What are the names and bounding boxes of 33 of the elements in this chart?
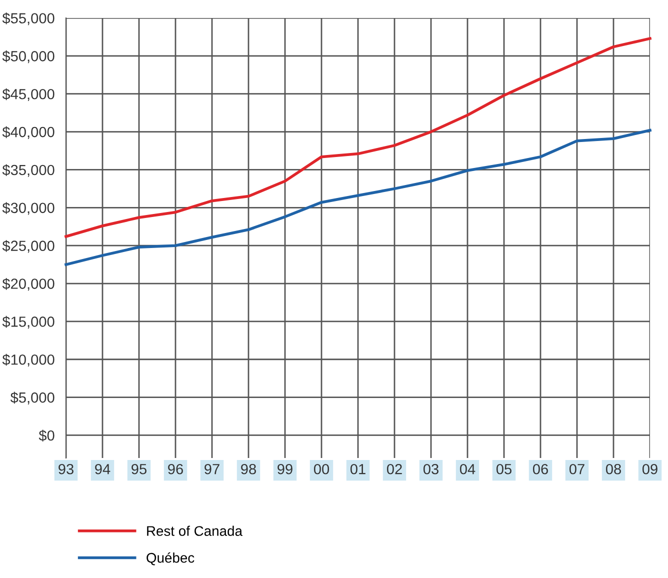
- y-tick-label: $35,000: [2, 164, 54, 177]
- line-series: [64, 128, 652, 266]
- x-tick-label: 96: [168, 464, 183, 474]
- y-tick-label: $0: [38, 430, 54, 442]
- x-tick-label: 95: [132, 464, 146, 474]
- y-tick-label: $15,000: [2, 316, 54, 329]
- y-tick-label: $20,000: [2, 278, 54, 291]
- x-tick-label: 94: [95, 464, 110, 474]
- y-tick-label: $10,000: [2, 354, 54, 367]
- y-tick-label: $5,000: [10, 392, 54, 404]
- x-tick-label: 01: [350, 464, 366, 474]
- y-tick-label: $50,000: [2, 50, 54, 64]
- y-tick-label: $55,000: [2, 12, 54, 26]
- x-tick-label: 98: [241, 464, 256, 474]
- y-tick-label: $30,000: [2, 202, 54, 215]
- line-series: [64, 37, 652, 238]
- legend-label: Rest of Canada: [147, 526, 242, 536]
- legend-label: Québec: [146, 552, 194, 566]
- y-tick-label: $25,000: [2, 240, 54, 253]
- y-tick-label: $45,000: [2, 88, 54, 102]
- x-tick-label: 97: [204, 464, 220, 474]
- x-tick-label: 05: [496, 464, 512, 474]
- x-tick-label: 00: [314, 464, 330, 474]
- x-tick-label: 09: [642, 464, 658, 474]
- x-tick-label: 07: [569, 464, 584, 474]
- x-tick-label: 03: [423, 464, 438, 474]
- y-tick-label: $40,000: [2, 126, 54, 139]
- x-tick-label: 02: [386, 464, 402, 474]
- x-tick-label: 06: [532, 464, 548, 474]
- x-tick-label: 93: [58, 464, 74, 474]
- x-tick-label: 04: [460, 464, 476, 474]
- x-tick-label: 99: [278, 464, 292, 474]
- x-tick-label: 08: [606, 464, 621, 474]
